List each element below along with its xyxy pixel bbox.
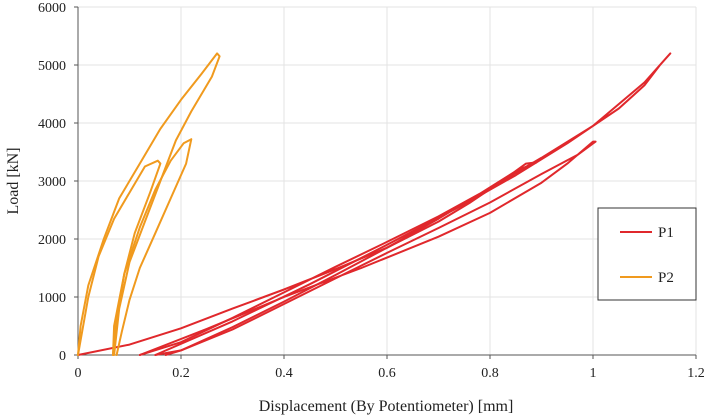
x-tick-label: 0 (75, 366, 82, 381)
x-tick-label: 0.2 (172, 366, 190, 381)
data-series (77, 52, 672, 356)
x-axis-title: Displacement (By Potentiometer) [mm] (259, 398, 514, 415)
y-tick-label: 0 (59, 349, 66, 364)
x-tick-label: 1.2 (687, 366, 705, 381)
x-tick-label: 1 (590, 366, 597, 381)
y-axis-title: Load [kN] (5, 147, 22, 214)
grid-lines (78, 6, 697, 355)
y-tick-label: 3000 (38, 175, 66, 190)
y-tick-label: 5000 (38, 59, 66, 74)
x-tick-label: 0.4 (275, 366, 293, 381)
axes (74, 6, 697, 359)
y-tick-label: 6000 (38, 1, 66, 16)
y-tick-label: 2000 (38, 233, 66, 248)
x-tick-label: 0.6 (378, 366, 396, 381)
series-p1-loop-3 (154, 52, 672, 356)
y-tick-label: 4000 (38, 117, 66, 132)
legend: P1 P2 (597, 207, 697, 301)
series-p1-loop-1 (77, 161, 538, 356)
tick-labels: 0 0.2 0.4 0.6 0.8 1 1.2 0 1000 2000 3000 4000 5000 60… (38, 1, 705, 381)
legend-label-p2: P2 (658, 270, 674, 286)
x-tick-label: 0.8 (481, 366, 499, 381)
series-p2-loop-3 (77, 52, 221, 356)
series-p1-loop-2 (138, 140, 597, 356)
legend-label-p1: P1 (658, 225, 674, 241)
series-p1 (77, 52, 672, 356)
series-p2 (77, 52, 221, 356)
y-tick-label: 1000 (38, 291, 66, 306)
legend-box (597, 207, 697, 301)
series-p2-loop-2 (112, 138, 193, 356)
